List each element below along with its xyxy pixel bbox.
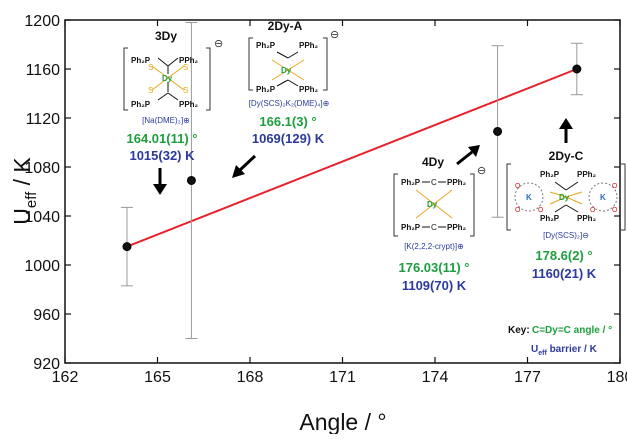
x-tick-label: 165 [144,369,171,386]
dy-label: Dy [162,74,173,83]
sulfur-label: S [183,86,188,95]
data-point [572,64,582,74]
ligand-label: Ph₂P [131,100,151,109]
key-label: Key: [508,325,530,336]
label-4dy: 4Dy [422,155,444,169]
label-2dya: 2Dy-A [268,19,303,33]
x-tick-label: 180 [607,369,627,386]
label-3dy: 3Dy [155,29,177,43]
sulfur-label: S [148,86,153,95]
ligand-label: PPh₂ [179,56,199,65]
potassium-label: K [526,193,532,202]
y-tick-label: 1120 [26,111,61,128]
ligand-label: PPh₂ [447,223,467,232]
counterion-3dy: [Na(DME)₃]⊕ [142,116,190,125]
ligand-label: Ph₂P [401,178,421,187]
structure-2dyc: 2Dy-C Ph₂P PPh₂ Dy K K O O O O O O Ph₂P … [506,149,626,281]
data-points [120,21,583,339]
angle-3dy: 164.01(11) ° [127,131,198,146]
x-tick-label: 174 [422,369,449,386]
barrier-4dy: 1109(70) K [402,278,467,293]
y-tick-label: 920 [33,356,60,373]
oxygen-label: O [515,183,521,190]
carbon-label: C [431,223,437,232]
ligand-label: Ph₂P [401,223,421,232]
y-tick-label: 1080 [24,160,60,177]
arrow-3dy [153,168,167,195]
dy-label: Dy [281,66,292,75]
axis-ticks: 162 165 168 171 174 177 180 920 960 1000 1040 1080 1… [24,13,627,386]
x-tick-label: 177 [514,369,541,386]
ligand-label: PPh₂ [299,85,319,94]
data-point [186,175,196,185]
ligand-label: PPh₂ [299,41,319,50]
y-tick-label: 1160 [26,62,61,79]
y-tick-label: 1200 [24,13,60,30]
charge-icon: ⊖ [214,38,223,50]
arrow-2dyc [559,118,573,143]
dy-label: Dy [559,193,570,202]
label-2dyc: 2Dy-C [549,149,584,163]
arrow-2dya [232,154,257,178]
oxygen-label: O [612,183,618,190]
ligand-label: Ph₂P [256,85,276,94]
counterion-4dy: [K(2,2,2-crypt)]⊕ [404,242,464,251]
key-angle: C=Dy=C angle / ° [532,325,612,336]
data-point [122,242,132,252]
counterion-2dyc: [Dy(SCS)₂]⊖ [543,231,589,240]
sulfur-label: S [148,63,153,72]
ligand-label: Ph₂P [540,170,560,179]
angle-2dyc: 178.6(2) ° [535,248,592,263]
barrier-2dya: 1069(129) K [252,131,325,146]
angle-4dy: 176.03(11) ° [399,260,470,275]
oxygen-label: O [515,207,521,214]
x-axis-title: Angle / ° [299,409,386,434]
arrow-4dy [456,145,480,166]
ligand-label: Ph₂P [131,56,151,65]
ligand-label: PPh₂ [179,100,199,109]
charge-icon: ⊖ [330,29,339,41]
ligand-label: PPh₂ [447,178,467,187]
counterion-2dya: [Dy(SCS)₂K₂(DME)₄]⊕ [249,99,330,108]
dy-label: Dy [427,200,438,209]
barrier-2dyc: 1160(21) K [532,266,597,281]
fit-line-group [126,68,578,248]
data-point [493,126,503,136]
structure-2dya: 2Dy-A ⊖ Ph₂P PPh₂ Dy Ph₂P PPh₂ [Dy(SCS)₂… [248,19,339,146]
key-barrier: Ueff barrier / K [531,344,598,357]
y-tick-label: 1040 [24,209,60,226]
oxygen-label: O [612,207,618,214]
x-tick-label: 168 [237,369,264,386]
charge-icon: ⊖ [477,165,486,177]
oxygen-label: O [590,207,596,214]
x-tick-label: 171 [329,369,356,386]
barrier-3dy: 1015(32) K [129,148,195,163]
ligand-label: Ph₂P [540,214,560,223]
ligand-label: Ph₂P [256,41,276,50]
oxygen-label: O [538,207,544,214]
x-tick-label: 162 [52,369,79,386]
ligand-label: PPh₂ [577,170,597,179]
ligand-label: PPh₂ [577,214,597,223]
y-tick-label: 1000 [24,258,60,275]
angle-2dya: 166.1(3) ° [259,114,316,129]
structure-4dy: 4Dy ⊖ Ph₂P PPh₂ C Dy C Ph₂P PPh₂ [K(2,2,… [393,155,486,293]
structure-3dy: 3Dy ⊖ Ph₂P PPh₂ S S S S Dy Ph₂P PPh₂ [Na… [123,29,223,163]
fit-line [126,68,578,248]
y-tick-label: 960 [33,307,60,324]
potassium-label: K [600,193,606,202]
key-legend: Key: C=Dy=C angle / ° Ueff barrier / K [508,325,612,357]
sulfur-label: S [183,63,188,72]
y-axis-title: Ueff / K [9,157,40,225]
carbon-label: C [431,178,437,187]
